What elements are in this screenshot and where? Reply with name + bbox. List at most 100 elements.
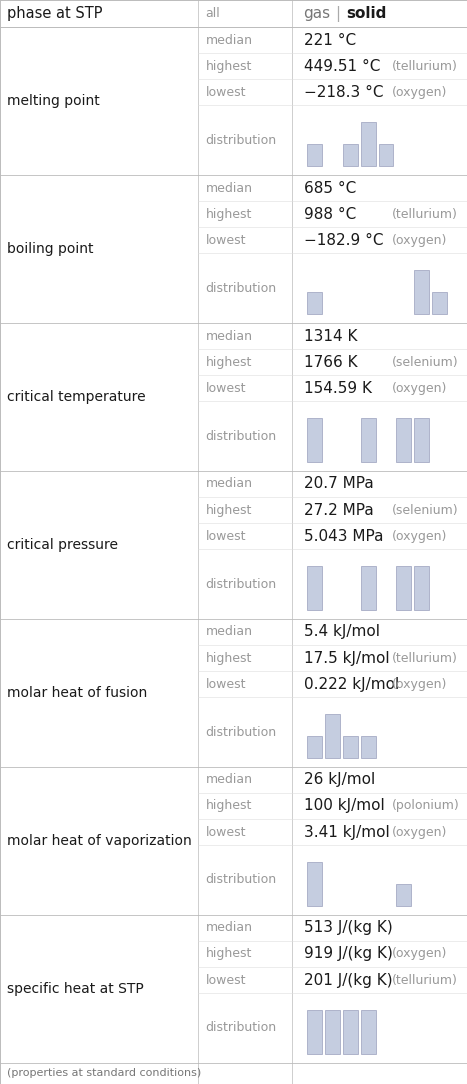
Text: (oxygen): (oxygen) — [392, 234, 448, 247]
Text: 988 °C: 988 °C — [304, 207, 356, 222]
Text: molar heat of fusion: molar heat of fusion — [7, 686, 147, 700]
Text: 449.51 °C: 449.51 °C — [304, 59, 380, 74]
Polygon shape — [414, 270, 429, 314]
Text: distribution: distribution — [205, 133, 276, 146]
Text: critical temperature: critical temperature — [7, 390, 146, 404]
Polygon shape — [307, 736, 322, 758]
Text: specific heat at STP: specific heat at STP — [7, 982, 144, 996]
Text: −182.9 °C: −182.9 °C — [304, 233, 383, 248]
Text: boiling point: boiling point — [7, 242, 93, 256]
Polygon shape — [396, 883, 411, 906]
Text: lowest: lowest — [205, 382, 246, 395]
Text: median: median — [205, 182, 253, 195]
Text: (tellurium): (tellurium) — [392, 973, 458, 986]
Text: lowest: lowest — [205, 678, 246, 691]
Text: (tellurium): (tellurium) — [392, 651, 458, 664]
Text: (tellurium): (tellurium) — [392, 208, 458, 221]
Polygon shape — [414, 566, 429, 610]
Polygon shape — [432, 292, 447, 314]
Text: 27.2 MPa: 27.2 MPa — [304, 503, 373, 517]
Text: distribution: distribution — [205, 429, 276, 442]
Text: phase at STP: phase at STP — [7, 7, 102, 21]
Text: (selenium): (selenium) — [392, 356, 459, 369]
Text: 0.222 kJ/mol: 0.222 kJ/mol — [304, 676, 399, 692]
Text: 1314 K: 1314 K — [304, 328, 357, 344]
Text: lowest: lowest — [205, 826, 246, 839]
Text: critical pressure: critical pressure — [7, 538, 118, 552]
Text: highest: highest — [205, 208, 252, 221]
Text: molar heat of vaporization: molar heat of vaporization — [7, 834, 192, 848]
Polygon shape — [307, 566, 322, 610]
Polygon shape — [361, 121, 375, 166]
Text: 17.5 kJ/mol: 17.5 kJ/mol — [304, 650, 389, 666]
Text: 221 °C: 221 °C — [304, 33, 356, 48]
Text: distribution: distribution — [205, 1021, 276, 1034]
Text: 5.4 kJ/mol: 5.4 kJ/mol — [304, 624, 380, 640]
Text: distribution: distribution — [205, 282, 276, 295]
Text: distribution: distribution — [205, 725, 276, 738]
Text: median: median — [205, 477, 253, 490]
Text: distribution: distribution — [205, 874, 276, 887]
Text: 5.043 MPa: 5.043 MPa — [304, 529, 383, 544]
Text: highest: highest — [205, 504, 252, 517]
Text: median: median — [205, 34, 253, 47]
Polygon shape — [325, 713, 340, 758]
Text: solid: solid — [347, 7, 387, 21]
Text: lowest: lowest — [205, 86, 246, 99]
Text: highest: highest — [205, 356, 252, 369]
Text: 513 J/(kg K): 513 J/(kg K) — [304, 920, 392, 935]
Polygon shape — [307, 417, 322, 462]
Text: (oxygen): (oxygen) — [392, 678, 448, 691]
Text: (tellurium): (tellurium) — [392, 60, 458, 73]
Polygon shape — [307, 862, 322, 906]
Polygon shape — [361, 417, 375, 462]
Text: (selenium): (selenium) — [392, 504, 459, 517]
Polygon shape — [396, 417, 411, 462]
Text: melting point: melting point — [7, 94, 100, 108]
Text: lowest: lowest — [205, 973, 246, 986]
Polygon shape — [361, 566, 375, 610]
Text: highest: highest — [205, 800, 252, 813]
Polygon shape — [307, 144, 322, 166]
Text: median: median — [205, 773, 253, 786]
Polygon shape — [325, 1009, 340, 1054]
Text: 26 kJ/mol: 26 kJ/mol — [304, 773, 375, 787]
Text: 20.7 MPa: 20.7 MPa — [304, 477, 373, 491]
Text: 201 J/(kg K): 201 J/(kg K) — [304, 972, 392, 988]
Text: median: median — [205, 625, 253, 638]
Polygon shape — [361, 1009, 375, 1054]
Text: gas: gas — [304, 7, 331, 21]
Text: highest: highest — [205, 651, 252, 664]
Text: 1766 K: 1766 K — [304, 354, 357, 370]
Polygon shape — [307, 292, 322, 314]
Text: all: all — [205, 7, 220, 20]
Text: 100 kJ/mol: 100 kJ/mol — [304, 799, 384, 813]
Text: (oxygen): (oxygen) — [392, 86, 448, 99]
Text: (properties at standard conditions): (properties at standard conditions) — [7, 1069, 201, 1079]
Polygon shape — [343, 736, 358, 758]
Text: lowest: lowest — [205, 530, 246, 543]
Text: 3.41 kJ/mol: 3.41 kJ/mol — [304, 825, 389, 840]
Text: (polonium): (polonium) — [392, 800, 460, 813]
Text: median: median — [205, 330, 253, 343]
Text: 685 °C: 685 °C — [304, 181, 356, 195]
Polygon shape — [307, 1009, 322, 1054]
Text: (oxygen): (oxygen) — [392, 382, 448, 395]
Polygon shape — [396, 566, 411, 610]
Polygon shape — [414, 417, 429, 462]
Polygon shape — [343, 1009, 358, 1054]
Polygon shape — [361, 736, 375, 758]
Text: highest: highest — [205, 947, 252, 960]
Text: distribution: distribution — [205, 578, 276, 591]
Text: lowest: lowest — [205, 234, 246, 247]
Text: −218.3 °C: −218.3 °C — [304, 85, 383, 100]
Text: median: median — [205, 921, 253, 934]
Text: 154.59 K: 154.59 K — [304, 380, 372, 396]
Text: 919 J/(kg K): 919 J/(kg K) — [304, 946, 392, 962]
Polygon shape — [343, 144, 358, 166]
Text: (oxygen): (oxygen) — [392, 530, 448, 543]
Polygon shape — [379, 144, 394, 166]
Text: highest: highest — [205, 60, 252, 73]
Text: |: | — [335, 5, 340, 22]
Text: (oxygen): (oxygen) — [392, 826, 448, 839]
